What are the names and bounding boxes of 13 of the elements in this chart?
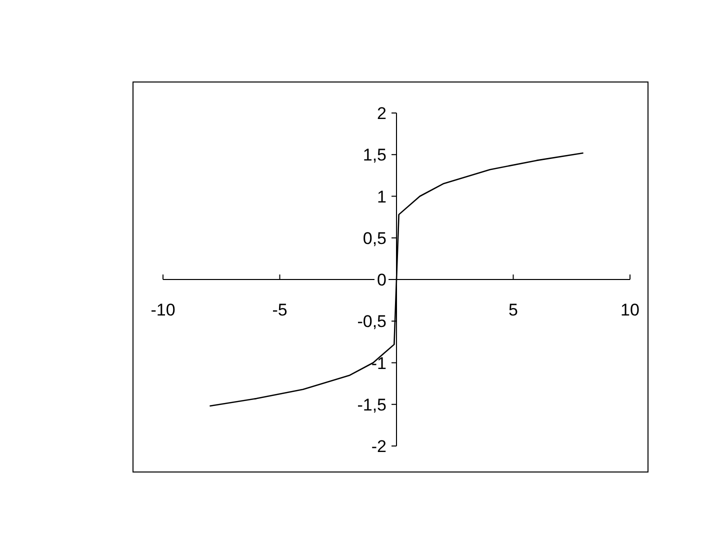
y-tick-label: 0 — [377, 270, 386, 290]
y-tick-label: 0,5 — [362, 228, 386, 248]
y-tick-label: -1 — [371, 354, 386, 373]
x-tick-label: -5 — [272, 300, 288, 320]
y-tick-label: -2 — [371, 437, 386, 456]
x-tick-label: 10 — [620, 300, 640, 320]
y-tick-label: -0,5 — [357, 312, 386, 332]
y-tick-label: -1,5 — [357, 395, 386, 414]
y-tick-label: 2 — [377, 104, 386, 123]
x-tick-label: 5 — [508, 300, 518, 320]
y-tick-label: 1 — [377, 187, 386, 206]
x-tick-label: -10 — [150, 300, 176, 320]
y-tick-label: 1,5 — [362, 146, 386, 165]
